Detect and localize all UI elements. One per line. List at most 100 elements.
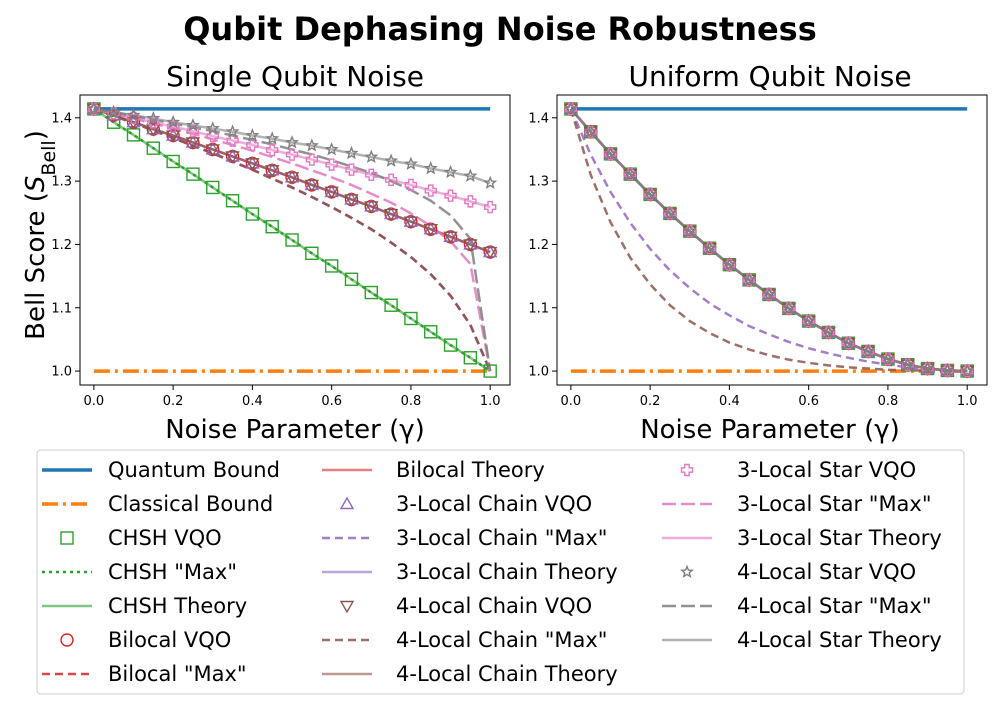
x-tick-label: 0.8 <box>401 394 422 409</box>
series-line-3-local-star-max <box>93 107 492 372</box>
data-point-3-local-chain-vqo <box>423 221 438 235</box>
series-markers-4-local-star-vqo <box>86 101 498 189</box>
legend-label: 4-Local Star Theory <box>737 628 942 652</box>
data-point-3-local-star-vqo <box>226 134 239 147</box>
data-point-4-local-star-vqo <box>702 240 717 255</box>
data-point-4-local-chain-vqo <box>304 179 320 193</box>
series-markers-bilocal-vqo <box>87 102 497 259</box>
data-point-3-local-star-vqo <box>464 195 477 208</box>
data-point-4-local-star-vqo <box>423 161 438 175</box>
legend-item-quantum-bound: Quantum Bound <box>42 458 280 482</box>
data-point-4-local-star-vqo <box>761 287 777 301</box>
data-point-chsh-vqo <box>384 298 398 312</box>
series-line-bilocal-max <box>569 108 968 373</box>
y-axis-label-subscript: Bell <box>38 140 60 175</box>
data-point-4-local-star-vqo <box>861 344 876 358</box>
y-tick-label: 1.1 <box>528 301 549 316</box>
data-point-4-local-star-vqo <box>821 325 836 339</box>
data-point-4-local-star-vqo <box>643 187 658 201</box>
legend-item-chsh-vqo: CHSH VQO <box>60 526 222 550</box>
data-point-chsh-vqo <box>364 285 378 300</box>
x-tick-label: 0.4 <box>242 394 263 409</box>
data-point-3-local-chain-vqo <box>205 142 220 155</box>
data-point-4-local-chain-vqo <box>482 246 498 260</box>
data-point-4-local-star-vqo <box>304 138 319 152</box>
data-point-4-local-star-vqo <box>225 124 240 138</box>
data-point-4-local-chain-vqo <box>265 165 280 178</box>
legend-label: Bilocal VQO <box>108 628 231 652</box>
data-point-4-local-star-vqo <box>245 128 260 142</box>
legend-label: Quantum Bound <box>108 458 280 482</box>
panel-uniform-qubit-noise: Uniform Qubit Noise Noise Parameter (γ) … <box>528 60 988 445</box>
data-point-4-local-chain-vqo <box>403 216 419 230</box>
data-point-4-local-chain-vqo <box>383 208 399 222</box>
y-tick-label: 1.4 <box>528 111 549 126</box>
data-point-4-local-star-vqo <box>682 223 697 238</box>
data-point-3-local-chain-vqo <box>185 135 201 148</box>
data-point-3-local-chain-vqo <box>463 237 478 250</box>
data-point-chsh-vqo <box>106 115 121 129</box>
legend-swatch-marker <box>60 633 74 647</box>
y-axis-label-close: ) <box>21 130 51 140</box>
data-point-4-local-chain-vqo <box>364 201 379 214</box>
legend-label: 3-Local Chain VQO <box>396 492 592 516</box>
series-line-3-local-star-max <box>569 108 968 373</box>
series-markers-chsh-vqo <box>564 102 974 378</box>
data-point-4-local-star-vqo <box>563 101 578 115</box>
data-point-4-local-chain-vqo <box>245 158 260 171</box>
series-line-4-local-star-theory <box>93 107 491 185</box>
data-point-4-local-star-vqo <box>583 124 598 138</box>
x-tick-label: 0.4 <box>719 394 740 409</box>
legend-item-4-local-chain-theory: 4-Local Chain Theory <box>322 662 618 686</box>
series-markers-3-local-star-vqo <box>87 102 497 214</box>
legend-frame <box>36 449 965 695</box>
legend-label: CHSH Theory <box>108 594 247 618</box>
data-point-3-local-chain-vqo <box>146 121 161 135</box>
axes-frame-single <box>79 94 511 386</box>
data-point-4-local-star-vqo <box>364 149 379 164</box>
data-point-4-local-chain-vqo <box>463 239 478 252</box>
data-point-4-local-chain-vqo <box>165 130 181 143</box>
data-point-4-local-star-vqo <box>324 142 339 156</box>
legend-label: CHSH "Max" <box>108 560 237 584</box>
series-markers-4-local-chain-vqo <box>563 103 975 379</box>
data-point-3-local-star-vqo <box>483 200 497 214</box>
legend-label: 4-Local Star VQO <box>737 560 916 584</box>
data-point-chsh-vqo <box>344 272 359 286</box>
data-point-4-local-chain-vqo <box>423 224 438 237</box>
panel-title-uniform: Uniform Qubit Noise <box>628 60 911 93</box>
y-tick-label: 1.4 <box>51 111 72 126</box>
data-point-chsh-vqo <box>146 141 161 155</box>
y-tick-label: 1.0 <box>51 365 72 380</box>
data-point-4-local-star-vqo <box>900 357 915 371</box>
y-tick-label: 1.2 <box>528 238 549 253</box>
panel-title-single: Single Qubit Noise <box>166 60 424 93</box>
x-tick-label: 0.0 <box>84 394 105 409</box>
data-point-4-local-star-vqo <box>781 300 796 315</box>
data-point-3-local-star-vqo <box>325 158 338 171</box>
data-point-4-local-star-vqo <box>722 257 737 271</box>
legend-label: 4-Local Chain VQO <box>396 594 592 618</box>
data-point-chsh-vqo <box>245 207 260 221</box>
x-tick-label: 0.2 <box>163 394 184 409</box>
legend-swatch-marker <box>60 531 74 545</box>
data-point-4-local-star-vqo <box>603 146 618 160</box>
data-point-chsh-vqo <box>324 259 339 273</box>
axes-frame-uniform <box>556 94 988 386</box>
data-point-4-local-star-vqo <box>86 101 101 115</box>
series-markers-4-local-star-vqo <box>563 101 975 378</box>
data-point-4-local-star-vqo <box>662 206 677 220</box>
data-point-3-local-chain-vqo <box>443 229 458 243</box>
data-point-4-local-star-vqo <box>880 351 895 366</box>
data-point-4-local-star-vqo <box>801 313 816 328</box>
data-point-4-local-chain-vqo <box>284 172 300 185</box>
y-tick-label: 1.3 <box>528 175 549 190</box>
data-point-chsh-vqo <box>443 338 458 352</box>
data-point-3-local-chain-vqo <box>304 177 320 191</box>
y-axis-label: Bell Score (SBell) <box>21 130 60 340</box>
data-point-4-local-star-vqo <box>742 272 757 286</box>
data-point-3-local-chain-vqo <box>265 162 280 176</box>
data-point-4-local-star-vqo <box>384 153 399 167</box>
data-point-3-local-star-vqo <box>285 148 299 161</box>
